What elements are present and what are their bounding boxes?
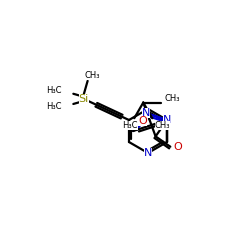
Text: N: N bbox=[144, 148, 152, 158]
Text: H₃C: H₃C bbox=[122, 121, 138, 130]
Text: N: N bbox=[142, 108, 150, 118]
Text: H₃C: H₃C bbox=[46, 86, 61, 95]
Text: O: O bbox=[173, 142, 182, 152]
Text: CH₃: CH₃ bbox=[164, 94, 180, 103]
Text: CH₃: CH₃ bbox=[154, 121, 170, 130]
Text: O: O bbox=[138, 116, 147, 126]
Text: Si: Si bbox=[78, 94, 89, 104]
Text: N: N bbox=[163, 115, 171, 125]
Text: H₃C: H₃C bbox=[46, 102, 61, 112]
Text: CH₃: CH₃ bbox=[85, 71, 100, 80]
